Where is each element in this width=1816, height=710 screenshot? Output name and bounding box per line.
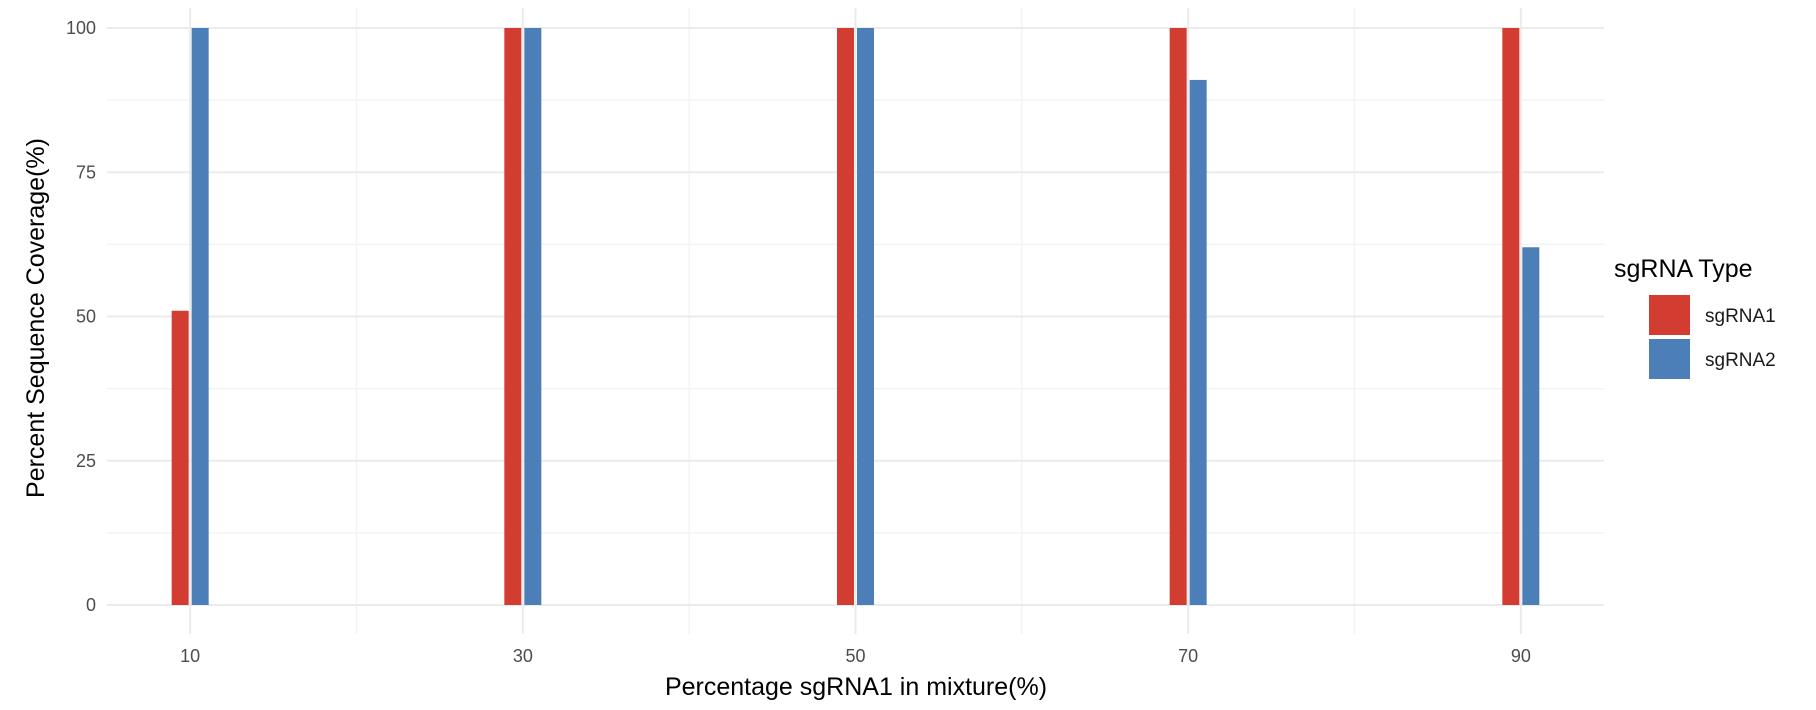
- y-axis-ticks: 0 25 50 75 100: [66, 18, 96, 615]
- x-tick-label: 30: [513, 646, 533, 666]
- legend-label-sgrna2: sgRNA2: [1705, 350, 1776, 371]
- legend-title: sgRNA Type: [1614, 255, 1753, 283]
- legend-key-sgrna2: [1649, 339, 1690, 379]
- bar-sgrna2-x10: [191, 28, 209, 605]
- y-axis-title: Percent Sequence Coverage(%): [22, 138, 50, 498]
- legend-label-sgrna1: sgRNA1: [1705, 306, 1776, 327]
- x-axis-ticks: 10 30 50 70 90: [180, 646, 1531, 666]
- y-tick-label: 50: [76, 307, 96, 327]
- grid-lines: [107, 8, 1604, 634]
- bar-sgrna2-x30: [524, 28, 542, 605]
- legend-items: sgRNA1 sgRNA2: [1649, 295, 1776, 379]
- legend: sgRNA Type sgRNA1 sgRNA2: [1614, 255, 1776, 379]
- bar-sgrna1-x10: [171, 310, 189, 605]
- bar-sgrna2-x70: [1189, 79, 1207, 606]
- x-tick-label: 50: [845, 646, 865, 666]
- x-tick-label: 10: [180, 646, 200, 666]
- y-tick-label: 75: [76, 162, 96, 182]
- x-tick-label: 90: [1511, 646, 1531, 666]
- y-tick-label: 0: [86, 595, 96, 615]
- bar-sgrna1-x90: [1502, 28, 1520, 605]
- x-tick-label: 70: [1178, 646, 1198, 666]
- bars: [171, 28, 1540, 606]
- y-tick-label: 25: [76, 451, 96, 471]
- y-tick-label: 100: [66, 18, 96, 38]
- x-axis-title: Percentage sgRNA1 in mixture(%): [665, 673, 1047, 701]
- legend-key-sgrna1: [1649, 295, 1690, 335]
- bar-sgrna1-x30: [504, 28, 522, 605]
- bar-sgrna2-x90: [1522, 247, 1540, 605]
- bar-sgrna1-x50: [837, 28, 854, 605]
- bar-sgrna1-x70: [1169, 28, 1187, 605]
- bar-sgrna2-x50: [857, 28, 874, 605]
